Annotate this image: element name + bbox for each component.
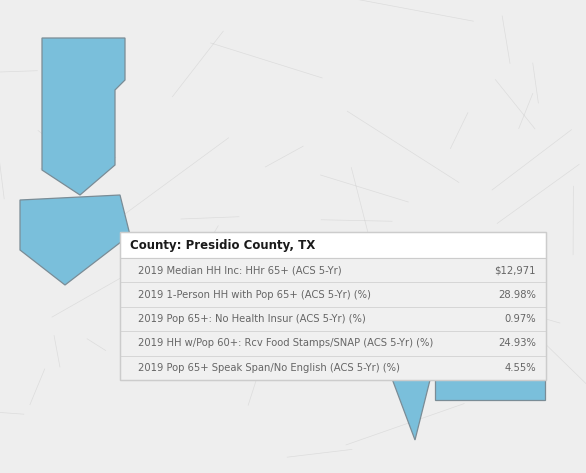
Text: 2019 Median HH Inc: HHr 65+ (ACS 5-Yr): 2019 Median HH Inc: HHr 65+ (ACS 5-Yr) xyxy=(138,265,342,275)
FancyBboxPatch shape xyxy=(120,258,546,380)
Text: $12,971: $12,971 xyxy=(495,265,536,275)
Polygon shape xyxy=(385,360,435,440)
Text: 4.55%: 4.55% xyxy=(505,363,536,373)
Text: 2019 1-Person HH with Pop 65+ (ACS 5-Yr) (%): 2019 1-Person HH with Pop 65+ (ACS 5-Yr)… xyxy=(138,289,371,299)
Text: 2019 Pop 65+: No Health Insur (ACS 5-Yr) (%): 2019 Pop 65+: No Health Insur (ACS 5-Yr)… xyxy=(138,314,366,324)
Text: 28.98%: 28.98% xyxy=(498,289,536,299)
Text: 2019 HH w/Pop 60+: Rcv Food Stamps/SNAP (ACS 5-Yr) (%): 2019 HH w/Pop 60+: Rcv Food Stamps/SNAP … xyxy=(138,338,433,349)
Text: County: Presidio County, TX: County: Presidio County, TX xyxy=(130,238,315,252)
Text: 0.97%: 0.97% xyxy=(505,314,536,324)
FancyBboxPatch shape xyxy=(120,232,546,258)
Polygon shape xyxy=(42,38,125,195)
Polygon shape xyxy=(435,360,545,400)
Polygon shape xyxy=(20,195,130,285)
Text: 24.93%: 24.93% xyxy=(498,338,536,349)
Text: 2019 Pop 65+ Speak Span/No English (ACS 5-Yr) (%): 2019 Pop 65+ Speak Span/No English (ACS … xyxy=(138,363,400,373)
